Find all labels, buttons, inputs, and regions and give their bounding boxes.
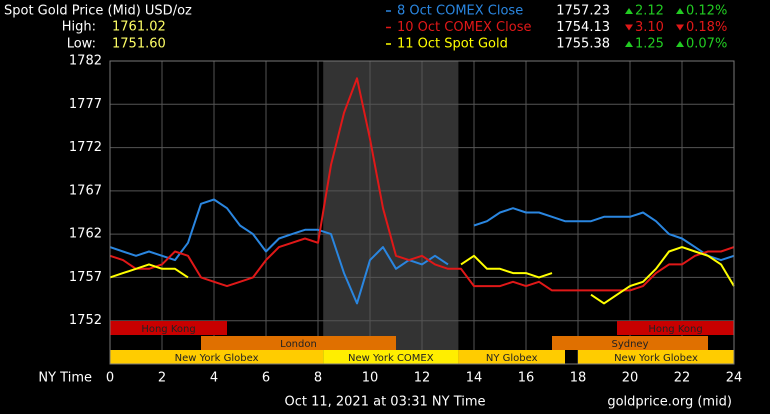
- x-tick-label: 18: [570, 371, 587, 386]
- chart-title: Spot Gold Price (Mid) USD/oz: [4, 4, 192, 19]
- session-label: Hong Kong: [141, 324, 195, 335]
- session-bar: [110, 350, 324, 364]
- session-label: London: [280, 339, 317, 350]
- legend-close: 1757.23: [556, 4, 610, 19]
- x-tick-label: 4: [210, 371, 218, 386]
- change-arrow: [625, 24, 633, 31]
- session-bar: [552, 336, 708, 350]
- legend-pct: 0.07%: [686, 37, 727, 52]
- session-bar: [578, 350, 734, 364]
- legend-name: 8 Oct COMEX Close: [397, 4, 523, 19]
- highlight-band: [323, 61, 459, 364]
- change-arrow: [676, 41, 684, 47]
- y-tick-label: 1752: [69, 313, 102, 328]
- high-value: 1761.02: [112, 20, 166, 35]
- change-arrow: [625, 8, 633, 14]
- session-bar: [617, 321, 734, 335]
- legend-change: 2.12: [635, 4, 664, 19]
- y-tick-label: 1772: [69, 140, 102, 155]
- change-arrow: [625, 41, 633, 47]
- legend-pct: 0.18%: [686, 20, 727, 35]
- x-tick-label: 12: [414, 371, 431, 386]
- x-tick-label: 16: [518, 371, 535, 386]
- x-axis-label: NY Time: [38, 371, 92, 386]
- footer: Oct 11, 2021 at 03:31 NY Time: [284, 395, 485, 410]
- session-label: Hong Kong: [648, 324, 702, 335]
- legend-close: 1754.13: [556, 20, 610, 35]
- series-line: [109, 77, 735, 292]
- session-bar: [323, 350, 459, 364]
- session-label: NY Globex: [486, 353, 538, 364]
- source: goldprice.org (mid): [607, 395, 732, 410]
- legend-name: 10 Oct COMEX Close: [397, 20, 531, 35]
- session-label: New York Globex: [614, 353, 698, 364]
- session-bar: [110, 321, 227, 335]
- y-tick-label: 1762: [69, 227, 102, 242]
- low-label: Low:: [67, 37, 96, 52]
- session-label: New York COMEX: [348, 353, 434, 364]
- series-line: [109, 198, 735, 305]
- x-tick-label: 24: [726, 371, 743, 386]
- legend-pct: 0.12%: [686, 4, 727, 19]
- session-bar: [458, 350, 565, 364]
- change-arrow: [676, 8, 684, 14]
- series-line: [109, 246, 735, 305]
- session-label: New York Globex: [175, 353, 259, 364]
- x-tick-label: 14: [466, 371, 483, 386]
- session-label: Sydney: [611, 339, 648, 350]
- legend-change: 3.10: [635, 20, 664, 35]
- high-label: High:: [62, 20, 96, 35]
- y-tick-label: 1757: [69, 270, 102, 285]
- x-tick-label: 0: [106, 371, 114, 386]
- legend-change: 1.25: [635, 37, 664, 52]
- session-bar: [201, 336, 396, 350]
- x-tick-label: 22: [674, 371, 691, 386]
- plot-frame: [109, 60, 735, 365]
- x-tick-label: 20: [622, 371, 639, 386]
- x-tick-label: 10: [362, 371, 379, 386]
- y-tick-label: 1767: [69, 183, 102, 198]
- x-tick-label: 8: [314, 371, 322, 386]
- low-value: 1751.60: [112, 37, 166, 52]
- y-tick-label: 1782: [69, 54, 102, 69]
- change-arrow: [676, 24, 684, 31]
- legend-close: 1755.38: [556, 37, 610, 52]
- x-tick-label: 2: [158, 371, 166, 386]
- legend-name: 11 Oct Spot Gold: [397, 37, 508, 52]
- x-tick-label: 6: [262, 371, 270, 386]
- y-tick-label: 1777: [69, 97, 102, 112]
